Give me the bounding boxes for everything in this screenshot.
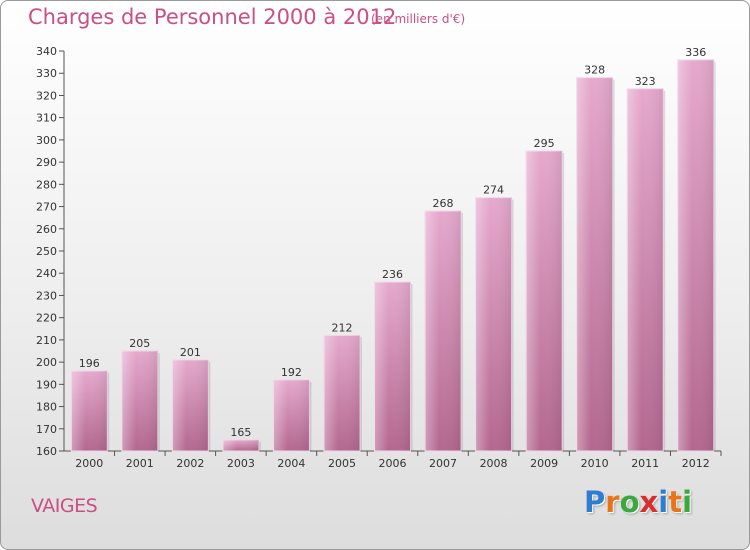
y-tick-label: 270	[36, 201, 57, 214]
bar-highlight	[627, 88, 664, 452]
data-label: 192	[281, 366, 302, 379]
data-label: 328	[584, 64, 605, 77]
bar-series: 196 205 201 165 192 212 236 268 274 295 328 323 336	[70, 46, 716, 452]
y-tick-label: 190	[36, 378, 57, 391]
data-label: 201	[180, 346, 201, 359]
data-label: 274	[483, 184, 504, 197]
x-tick-label: 2002	[176, 457, 204, 470]
y-tick-label: 290	[36, 156, 57, 169]
x-tick-label: 2005	[328, 457, 356, 470]
chart-subtitle: (en milliers d'€)	[371, 12, 466, 26]
x-tick-label: 2003	[227, 457, 255, 470]
logo-letter: o	[619, 485, 640, 519]
proxiti-logo: Proxiti	[584, 485, 692, 519]
data-label: 295	[534, 137, 555, 150]
y-tick-label: 210	[36, 334, 57, 347]
x-tick-label: 2009	[530, 457, 558, 470]
y-tick-label: 160	[36, 445, 57, 458]
y-axis: 160 170 180 190 200 210 220 230 240 250 260 270 280 2…	[36, 45, 65, 458]
data-label: 165	[230, 426, 251, 439]
data-label: 212	[331, 321, 352, 334]
logo-letter: r	[605, 485, 620, 519]
y-tick-label: 310	[36, 112, 57, 125]
x-tick-label: 2001	[126, 457, 154, 470]
x-tick-label: 2012	[682, 457, 710, 470]
y-tick-label: 220	[36, 312, 57, 325]
y-tick-label: 240	[36, 267, 57, 280]
y-tick-label: 260	[36, 223, 57, 236]
bar-highlight	[677, 59, 714, 452]
x-axis: 2000 2001 2002 2003 2004 2005 2006 2007 2008 2009…	[64, 450, 722, 470]
x-tick-label: 2007	[429, 457, 457, 470]
chart-title: Charges de Personnel 2000 à 2012	[28, 5, 397, 29]
logo-letter: x	[639, 485, 659, 519]
bar-highlight	[172, 359, 209, 451]
data-label: 236	[382, 268, 403, 281]
data-label: 336	[685, 46, 706, 59]
y-tick-label: 230	[36, 289, 57, 302]
bar-highlight	[222, 439, 259, 451]
bar-highlight	[374, 282, 411, 451]
logo-letter: P	[584, 485, 606, 519]
data-label: 196	[79, 357, 100, 370]
y-tick-label: 200	[36, 356, 57, 369]
x-tick-label: 2006	[379, 457, 407, 470]
data-label: 323	[635, 75, 656, 88]
x-tick-label: 2011	[631, 457, 659, 470]
logo-letter: t	[668, 485, 683, 519]
bar-highlight	[323, 335, 360, 451]
y-tick-label: 330	[36, 67, 57, 80]
logo-letter: i	[658, 485, 669, 519]
y-tick-label: 250	[36, 245, 57, 258]
bar-highlight	[576, 77, 613, 452]
y-tick-label: 320	[36, 89, 57, 102]
data-label: 205	[129, 337, 150, 350]
data-label: 268	[433, 197, 454, 210]
place-name: VAIGES	[31, 495, 98, 517]
y-tick-label: 300	[36, 134, 57, 147]
bar-highlight	[71, 371, 108, 451]
bar-highlight	[475, 197, 512, 451]
logo-letter: i	[682, 485, 693, 519]
x-tick-label: 2000	[75, 457, 103, 470]
y-tick-label: 180	[36, 401, 57, 414]
bar-highlight	[526, 151, 563, 451]
y-tick-label: 340	[36, 45, 57, 58]
bar-highlight	[121, 351, 158, 451]
x-tick-label: 2008	[480, 457, 508, 470]
y-tick-label: 170	[36, 423, 57, 436]
x-tick-label: 2004	[277, 457, 305, 470]
bar-highlight	[425, 211, 462, 451]
y-tick-label: 280	[36, 178, 57, 191]
bar-highlight	[273, 379, 310, 451]
x-tick-label: 2010	[581, 457, 609, 470]
